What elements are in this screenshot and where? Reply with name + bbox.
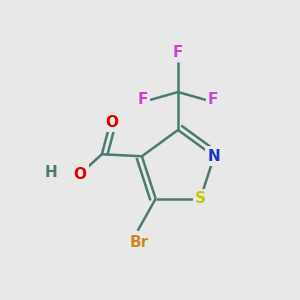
Text: O: O	[74, 167, 86, 182]
Text: F: F	[173, 45, 183, 60]
Text: F: F	[208, 92, 218, 107]
Text: H: H	[45, 165, 58, 180]
Text: N: N	[208, 149, 220, 164]
Text: O: O	[105, 115, 119, 130]
Text: S: S	[195, 191, 206, 206]
Text: Br: Br	[130, 235, 149, 250]
Text: F: F	[138, 92, 148, 107]
